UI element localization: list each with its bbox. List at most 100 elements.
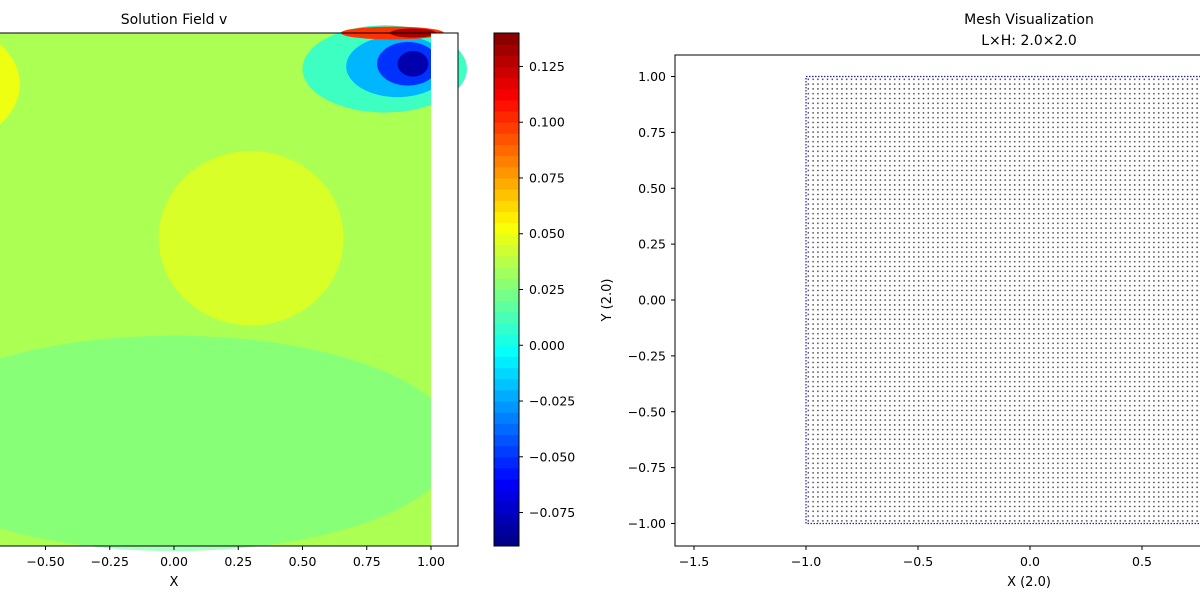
mesh-y-tick-label: 0.50: [638, 181, 666, 196]
colorbar-band: [494, 300, 519, 313]
colorbar-tick-label: 0.050: [529, 226, 565, 241]
colorbar-band: [494, 389, 519, 402]
mesh-x-label: X (2.0): [1007, 575, 1051, 590]
colorbar-band: [494, 445, 519, 458]
colorbar-band: [494, 423, 519, 435]
mesh-subtitle: L×H: 2.0×2.0: [981, 33, 1076, 49]
colorbar-tick-label: 0.125: [529, 59, 565, 74]
colorbar-tick-label: 0.075: [529, 170, 565, 185]
mesh-y-tick-label: 1.00: [638, 69, 666, 84]
heatmap-x-label: X: [170, 575, 179, 590]
colorbar-band: [494, 66, 519, 79]
heatmap-title: Solution Field v: [121, 12, 228, 28]
colorbar-tick-label: 0.000: [529, 338, 565, 353]
mesh-panel: Mesh Visualization L×H: 2.0×2.0 −1.5 −1.0…: [600, 12, 1200, 590]
colorbar-tick-label: 0.100: [529, 115, 565, 130]
colorbar-band: [494, 278, 519, 290]
colorbar-band: [494, 211, 519, 224]
heatmap-x-tick-label: −0.25: [91, 554, 129, 569]
colorbar-band: [494, 122, 519, 134]
colorbar-band: [494, 367, 519, 380]
colorbar-tick-label: −0.025: [529, 394, 575, 409]
heatmap-x-tick-label: 0.50: [289, 554, 317, 569]
mesh-y-label: Y (2.0): [600, 279, 615, 323]
colorbar-tick-label: 0.025: [529, 282, 565, 297]
colorbar-band: [494, 222, 519, 235]
colorbar-band: [494, 267, 519, 279]
heatmap-x-tick-label: 0.75: [353, 554, 381, 569]
mesh-y-tick-label: 0.25: [638, 237, 666, 252]
colorbar-band: [494, 155, 519, 168]
mesh-x-tick-label: −1.5: [679, 554, 709, 569]
colorbar-band: [494, 501, 519, 514]
colorbar-band: [494, 244, 519, 257]
colorbar-band: [494, 99, 519, 112]
colorbar-tick-label: −0.075: [529, 505, 575, 520]
heatmap-x-tick-label: 0.25: [224, 554, 252, 569]
colorbar-band: [494, 111, 519, 123]
colorbar-band: [494, 378, 519, 391]
colorbar-band: [494, 44, 519, 56]
colorbar-band: [494, 256, 519, 268]
plateau-region: [158, 150, 344, 326]
colorbar-band: [494, 311, 519, 324]
colorbar-band: [494, 189, 519, 201]
colorbar-band: [494, 289, 519, 302]
mesh-y-tick-label: −1.00: [628, 516, 666, 531]
colorbar-band: [494, 55, 519, 67]
colorbar-band: [494, 412, 519, 424]
colorbar-band: [494, 144, 519, 157]
mesh-y-tick-label: −0.75: [628, 460, 666, 475]
colorbar-band: [494, 434, 519, 447]
colorbar-band: [494, 479, 519, 491]
heatmap-frame: [0, 32, 459, 547]
colorbar-band: [494, 33, 519, 45]
heatmap-contours: [0, 25, 467, 552]
mesh-y-tick-label: −0.25: [628, 348, 666, 363]
mesh-y-tick-label: 0.75: [638, 125, 666, 140]
colorbar-band: [494, 166, 519, 179]
mesh-x-tick-label: 0.0: [1020, 554, 1040, 569]
mesh-x-tick-label: −1.0: [791, 554, 821, 569]
mesh-y-tick-label: −0.50: [628, 404, 666, 419]
right-min-band-4: [397, 50, 429, 77]
mesh-grid: [806, 76, 1200, 524]
heatmap-x-axis: −0.75−0.50−0.250.000.250.500.751.00: [26, 546, 445, 569]
colorbar-band: [494, 512, 519, 525]
colorbar-band: [494, 133, 519, 146]
colorbar-band: [494, 177, 519, 190]
heatmap-x-tick-label: 1.00: [417, 554, 445, 569]
band-region: [0, 335, 457, 552]
colorbar-band: [494, 345, 519, 357]
left-max-band-1: [0, 44, 20, 125]
colorbar-band: [494, 490, 519, 502]
colorbar-ticks: 0.125 0.100 0.075 0.050 0.025 0.000 −0.025 −0.0…: [519, 59, 575, 520]
outside-domain: [431, 33, 458, 546]
colorbar-band: [494, 356, 519, 369]
mesh-x-axis: −1.5 −1.0 −0.5 0.0 0.5: [679, 546, 1152, 569]
heatmap-x-tick-label: 0.00: [160, 554, 188, 569]
heatmap-panel: Solution Field v −0.75−0.50−0.250.000.25…: [0, 12, 467, 590]
mesh-title: Mesh Visualization: [964, 12, 1094, 28]
mesh-y-axis: 1.00 0.75 0.50 0.25 0.00 −0.25 −0.50 −0.75 −1.00: [628, 69, 675, 531]
colorbar-band: [494, 88, 519, 101]
colorbar-band: [494, 233, 519, 246]
mesh-x-tick-label: 0.5: [1132, 554, 1152, 569]
colorbar-band: [494, 200, 519, 212]
heatmap-x-tick-label: −0.50: [26, 554, 64, 569]
colorbar-band: [494, 401, 519, 413]
colorbar-band: [494, 534, 519, 547]
mesh-x-tick-label: −0.5: [903, 554, 933, 569]
colorbar-bands: [494, 33, 519, 547]
colorbar: 0.125 0.100 0.075 0.050 0.025 0.000 −0.025 −0.0…: [493, 32, 575, 547]
colorbar-band: [494, 523, 519, 536]
mesh-boundary: [805, 75, 1200, 525]
colorbar-band: [494, 456, 519, 469]
colorbar-band: [494, 77, 519, 90]
colorbar-band: [494, 322, 519, 335]
colorbar-band: [494, 334, 519, 346]
colorbar-tick-label: −0.050: [529, 449, 575, 464]
mesh-y-tick-label: 0.00: [638, 293, 666, 308]
colorbar-band: [494, 467, 519, 480]
